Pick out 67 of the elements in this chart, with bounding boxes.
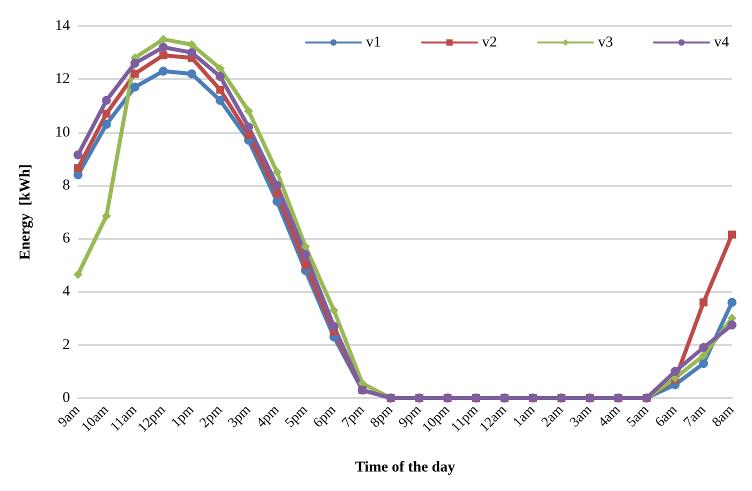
point bbox=[74, 150, 82, 160]
point bbox=[216, 96, 225, 105]
x-tick-label: 6pm bbox=[311, 402, 340, 431]
point bbox=[158, 66, 168, 76]
point bbox=[329, 306, 338, 315]
x-tick-label: 7am bbox=[681, 402, 709, 430]
y-tick-label: 8 bbox=[62, 177, 70, 194]
point bbox=[187, 48, 196, 58]
y-tick-label: 2 bbox=[62, 336, 70, 353]
point bbox=[244, 106, 254, 116]
point bbox=[159, 51, 168, 60]
x-tick-label: 1am bbox=[510, 402, 538, 430]
point bbox=[187, 69, 196, 78]
legend-label: v2 bbox=[482, 34, 497, 50]
x-tick-label: 5pm bbox=[282, 402, 311, 431]
point bbox=[699, 343, 708, 352]
point bbox=[130, 58, 140, 68]
point bbox=[74, 270, 82, 279]
point bbox=[158, 42, 168, 52]
x-tick-label: 8am bbox=[710, 402, 738, 430]
point bbox=[670, 366, 680, 376]
point bbox=[699, 358, 708, 368]
point bbox=[699, 350, 708, 360]
x-tick-label: 1pm bbox=[168, 402, 198, 431]
point bbox=[216, 64, 225, 74]
x-axis-title: Time of the day bbox=[354, 460, 456, 476]
point bbox=[74, 164, 82, 172]
point bbox=[102, 110, 110, 118]
point bbox=[130, 82, 140, 92]
point bbox=[102, 120, 111, 129]
point bbox=[272, 168, 282, 177]
x-tick-label: 3am bbox=[567, 402, 596, 430]
x-tick-label: 2pm bbox=[197, 402, 226, 431]
y-axis-title: Energy [kWh] bbox=[18, 164, 34, 260]
legend-label: v4 bbox=[714, 34, 730, 50]
x-tick-label: 4pm bbox=[254, 402, 282, 431]
point bbox=[216, 86, 224, 94]
point bbox=[728, 230, 736, 239]
legend-label: v3 bbox=[598, 34, 613, 50]
legend-label: v1 bbox=[366, 34, 381, 50]
x-tick-label: 2am bbox=[539, 402, 567, 430]
point bbox=[244, 130, 253, 139]
x-tick-label: 5am bbox=[624, 402, 652, 430]
point bbox=[301, 261, 310, 270]
x-tick-label: 3pm bbox=[226, 402, 254, 431]
x-tick-label: 4am bbox=[596, 402, 624, 430]
point bbox=[300, 250, 310, 260]
point bbox=[244, 122, 254, 132]
point bbox=[728, 320, 736, 330]
x-tick-label: 7pm bbox=[339, 402, 368, 431]
y-tick-label: 6 bbox=[62, 230, 70, 247]
point bbox=[102, 96, 111, 105]
x-tick-label: 8pm bbox=[368, 402, 396, 431]
y-tick-label: 12 bbox=[55, 71, 70, 88]
point bbox=[700, 298, 708, 306]
point bbox=[329, 322, 338, 331]
y-tick-label: 4 bbox=[62, 284, 70, 300]
point bbox=[273, 189, 282, 198]
point bbox=[300, 242, 310, 252]
point bbox=[272, 196, 282, 206]
point bbox=[216, 72, 225, 81]
point bbox=[130, 70, 139, 78]
point bbox=[272, 180, 282, 190]
point bbox=[728, 298, 736, 307]
x-tick-label: 6am bbox=[652, 402, 681, 430]
y-tick-label: 14 bbox=[55, 18, 70, 34]
y-tick-label: 10 bbox=[55, 124, 70, 140]
